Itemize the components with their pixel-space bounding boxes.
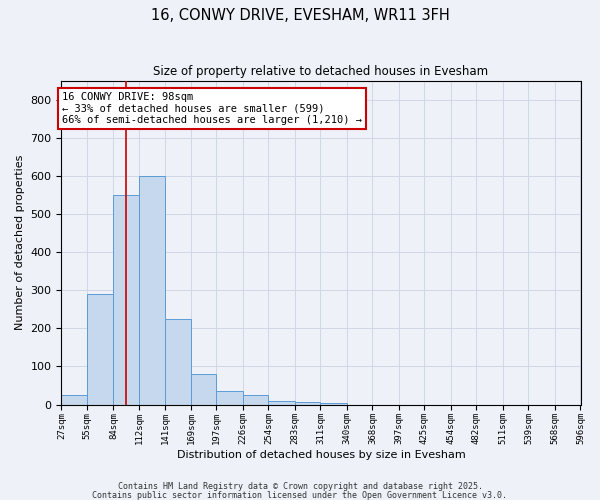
Title: Size of property relative to detached houses in Evesham: Size of property relative to detached ho… (154, 65, 488, 78)
Bar (320, 402, 347, 404)
Bar (113, 195, 139, 404)
Text: 16 CONWY DRIVE: 98sqm
← 33% of detached houses are smaller (599)
66% of semi-det: 16 CONWY DRIVE: 98sqm ← 33% of detached … (62, 92, 362, 125)
Bar (191, 374, 217, 404)
Y-axis label: Number of detached properties: Number of detached properties (15, 155, 25, 330)
Text: Contains HM Land Registry data © Crown copyright and database right 2025.: Contains HM Land Registry data © Crown c… (118, 482, 482, 491)
Bar (139, 176, 166, 404)
Bar (217, 391, 243, 404)
X-axis label: Distribution of detached houses by size in Evesham: Distribution of detached houses by size … (176, 450, 466, 460)
Bar (87, 294, 113, 405)
Text: Contains public sector information licensed under the Open Government Licence v3: Contains public sector information licen… (92, 490, 508, 500)
Bar (243, 395, 268, 404)
Bar (166, 319, 191, 404)
Bar (268, 400, 295, 404)
Text: 16, CONWY DRIVE, EVESHAM, WR11 3FH: 16, CONWY DRIVE, EVESHAM, WR11 3FH (151, 8, 449, 22)
Bar (61, 395, 87, 404)
Bar (295, 402, 320, 404)
